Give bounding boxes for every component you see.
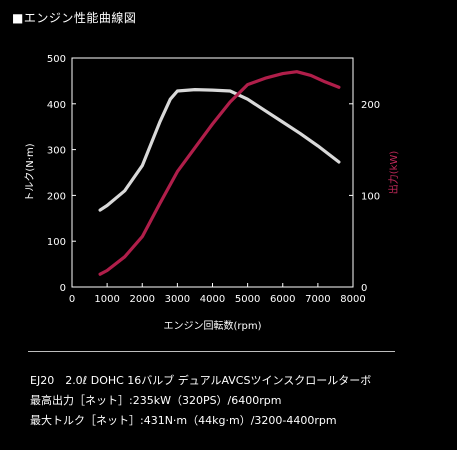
plot-frame	[71, 57, 354, 288]
y-left-axis-label: トルク(N·m)	[24, 143, 36, 201]
x-tick-label: 2000	[130, 294, 155, 305]
power-line	[98, 70, 341, 276]
chart-title: ■エンジン性能曲線図	[12, 11, 137, 25]
y-right-tick-label: 100	[361, 191, 380, 202]
x-tick-label: 7000	[305, 294, 330, 305]
x-tick-label: 1000	[94, 294, 119, 305]
y-left-tick-label: 300	[47, 146, 66, 157]
x-tick-label: 4000	[200, 294, 225, 305]
spec-engine: EJ20 2.0ℓ DOHC 16バルブ デュアルAVCSツインスクロールターボ	[30, 374, 372, 387]
x-tick-label: 6000	[270, 294, 295, 305]
plot-area: 0 1000 2000 3000 4000 5000 6000 7000 80000100200…	[24, 54, 400, 332]
spec-max-torque: 最大トルク［ネット］:431N·m（44kg·m）/3200-4400rpm	[30, 414, 337, 427]
x-tick-label: 3000	[165, 294, 190, 305]
y-right-axis-label: 出力(kW)	[387, 151, 400, 195]
x-tick-label: 0	[69, 294, 75, 305]
y-right-tick-label: 0	[361, 283, 367, 294]
x-tick-label: 5000	[235, 294, 260, 305]
y-left-tick-label: 200	[47, 191, 66, 202]
torque-line	[98, 87, 341, 212]
x-tick-label: 8000	[340, 294, 365, 305]
y-left-tick-label: 500	[47, 54, 66, 65]
y-right-tick-label: 200	[361, 100, 380, 111]
y-left-tick-label: 0	[60, 283, 66, 294]
x-axis-label: エンジン回転数(rpm)	[163, 319, 261, 332]
spec-max-power: 最高出力［ネット］:235kW（320PS）/6400rpm	[30, 394, 282, 407]
divider-line	[28, 351, 395, 352]
y-left-tick-label: 100	[47, 237, 66, 248]
y-left-tick-label: 400	[47, 100, 66, 111]
engine-performance-chart: 0 1000 2000 3000 4000 5000 6000 7000 80000100200…	[24, 54, 400, 332]
engine-specs: EJ20 2.0ℓ DOHC 16バルブ デュアルAVCSツインスクロールターボ…	[30, 371, 371, 431]
